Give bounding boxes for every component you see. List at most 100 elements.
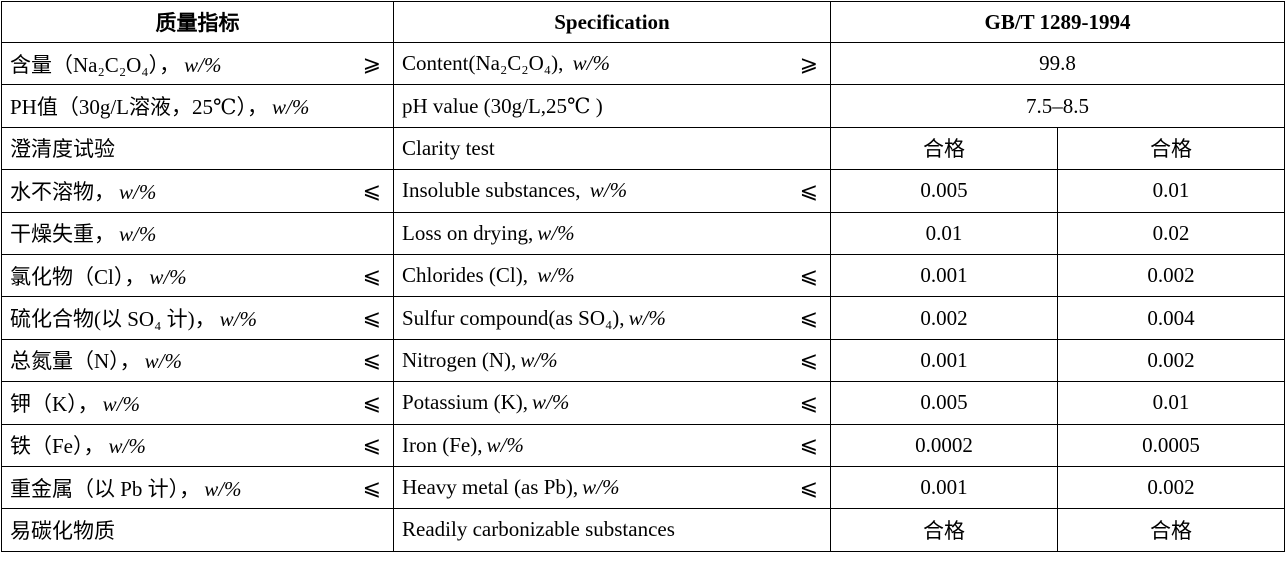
comparison-sign: ⩾: [799, 50, 818, 76]
unit: w/%: [119, 179, 157, 204]
unit: w/%: [149, 264, 187, 289]
english-name-cell: Iron (Fe), w/% ⩽: [393, 423, 831, 467]
chinese-name-cell: 氯化物（Cl）， w/% ⩽: [1, 253, 394, 298]
item-name: Clarity test: [402, 135, 495, 160]
comparison-sign: ⩾: [362, 50, 381, 76]
chinese-name-cell: 重金属（以 Pb 计）， w/% ⩽: [1, 465, 394, 510]
item-name: 钾（K），: [10, 391, 99, 416]
value-cell: 0.001: [830, 338, 1058, 383]
value-cell: 0.005: [830, 381, 1058, 425]
comparison-sign: ⩽: [362, 305, 381, 331]
item-name: Chlorides (Cl),: [402, 263, 534, 288]
item-name: 氯化物（Cl），: [10, 264, 146, 289]
english-name-cell: Nitrogen (N), w/% ⩽: [393, 338, 831, 383]
comparison-sign: ⩽: [362, 177, 381, 203]
table-row: 易碳化物质 Readily carbonizable substances 合格 合格: [1, 508, 1286, 552]
spec-table: 质量指标 Specification GB/T 1289-1994 含量（Na₂…: [1, 1, 1286, 552]
comparison-sign: ⩽: [362, 389, 381, 415]
item-name: Heavy metal (as Pb),: [402, 475, 579, 500]
header-cell: Specification: [393, 1, 831, 43]
item-name: Readily carbonizable substances: [402, 517, 675, 542]
value-cell: 0.002: [1056, 338, 1286, 383]
header-cell: GB/T 1289-1994: [829, 1, 1286, 43]
table-row: 总氮量（N）， w/% ⩽ Nitrogen (N), w/% ⩽ 0.001 0.002: [1, 338, 1286, 383]
item-name: 易碳化物质: [10, 518, 115, 543]
item-name: 铁（Fe），: [10, 434, 105, 459]
unit: w/%: [520, 347, 558, 372]
english-name-cell: Potassium (K), w/% ⩽: [393, 381, 831, 425]
unit: w/%: [537, 220, 575, 245]
comparison-sign: ⩽: [362, 474, 381, 500]
unit: w/%: [572, 51, 610, 76]
value-cell: 7.5–8.5: [829, 84, 1286, 128]
chinese-name-cell: 干燥失重， w/%: [1, 211, 394, 255]
table-row: 铁（Fe）， w/% ⩽ Iron (Fe), w/% ⩽ 0.0002 0.0005: [1, 423, 1286, 467]
item-name: Nitrogen (N),: [402, 347, 517, 372]
value-cell: 0.01: [1056, 381, 1286, 425]
value-cell: 99.8: [829, 41, 1286, 86]
header-cell: 质量指标: [1, 1, 394, 43]
value-cell: 0.002: [830, 296, 1058, 340]
table-row: 钾（K）， w/% ⩽ Potassium (K), w/% ⩽ 0.005 0.01: [1, 381, 1286, 425]
english-name-cell: Insoluble substances, w/% ⩽: [393, 169, 831, 213]
comparison-sign: ⩽: [799, 305, 818, 331]
header-row: 质量指标 Specification GB/T 1289-1994: [1, 1, 1286, 43]
unit: w/%: [486, 432, 524, 457]
chinese-name-cell: 总氮量（N）， w/% ⩽: [1, 338, 394, 383]
chinese-name-cell: 硫化合物(以 SO₄ 计)， w/% ⩽: [1, 296, 394, 340]
value-cell: 0.002: [1056, 253, 1286, 298]
unit: w/%: [184, 52, 222, 77]
item-name: 干燥失重，: [10, 222, 115, 247]
chinese-name-cell: 钾（K）， w/% ⩽: [1, 381, 394, 425]
value-cell: 0.02: [1056, 211, 1286, 255]
item-name: Iron (Fe),: [402, 432, 483, 457]
table-row: PH值（30g/L溶液，25℃）， w/% pH value (30g/L,25℃ …: [1, 84, 1286, 128]
value-cell: 0.0005: [1056, 423, 1286, 467]
item-name: 总氮量（N），: [10, 349, 141, 374]
item-name: Sulfur compound(as SO₄),: [402, 305, 625, 330]
value-cell: 合格: [1056, 508, 1286, 552]
table-row: 水不溶物， w/% ⩽ Insoluble substances, w/% ⩽ 0.005…: [1, 169, 1286, 213]
english-name-cell: pH value (30g/L,25℃ ): [393, 84, 831, 128]
unit: w/%: [589, 178, 628, 203]
table-row: 重金属（以 Pb 计）， w/% ⩽ Heavy metal (as Pb), w/% ⩽…: [1, 465, 1286, 510]
item-name: 硫化合物(以 SO₄ 计)，: [10, 307, 216, 332]
chinese-name-cell: 水不溶物， w/% ⩽: [1, 169, 394, 213]
comparison-sign: ⩽: [362, 347, 381, 373]
unit: w/%: [537, 263, 575, 288]
unit: w/%: [204, 476, 242, 501]
item-name: 澄清度试验: [10, 137, 115, 162]
comparison-sign: ⩽: [799, 474, 818, 500]
value-cell: 0.001: [830, 465, 1058, 510]
comparison-sign: ⩽: [362, 432, 381, 458]
item-name: Insoluble substances,: [402, 178, 586, 203]
value-cell: 0.002: [1056, 465, 1286, 510]
value-cell: 0.01: [1056, 169, 1286, 213]
value-cell: 合格: [1056, 126, 1286, 171]
item-name: Content(Na₂C₂O₄),: [402, 51, 569, 76]
comparison-sign: ⩽: [799, 432, 818, 458]
english-name-cell: Content(Na₂C₂O₄), w/% ⩾: [393, 41, 831, 86]
english-name-cell: Clarity test: [393, 126, 831, 171]
comparison-sign: ⩽: [799, 177, 818, 203]
unit: w/%: [102, 391, 141, 416]
unit: w/%: [108, 434, 146, 459]
english-name-cell: Readily carbonizable substances: [393, 508, 831, 552]
value-cell: 合格: [830, 508, 1058, 552]
chinese-name-cell: PH值（30g/L溶液，25℃）， w/%: [1, 84, 394, 128]
comparison-sign: ⩽: [799, 389, 818, 415]
item-name: Potassium (K),: [402, 390, 528, 415]
unit: w/%: [272, 95, 310, 120]
value-cell: 0.01: [830, 211, 1058, 255]
unit: w/%: [119, 222, 157, 247]
chinese-name-cell: 易碳化物质: [1, 508, 394, 552]
table-row: 干燥失重， w/% Loss on drying, w/% 0.01 0.02: [1, 211, 1286, 255]
unit: w/%: [582, 475, 620, 500]
value-cell: 0.001: [830, 253, 1058, 298]
value-cell: 合格: [830, 126, 1058, 171]
comparison-sign: ⩽: [362, 262, 381, 288]
table-row: 含量（Na₂C₂O₄）， w/% ⩾ Content(Na₂C₂O₄), w/% ⩾ 99…: [1, 41, 1286, 86]
value-cell: 0.005: [830, 169, 1058, 213]
chinese-name-cell: 澄清度试验: [1, 126, 394, 171]
